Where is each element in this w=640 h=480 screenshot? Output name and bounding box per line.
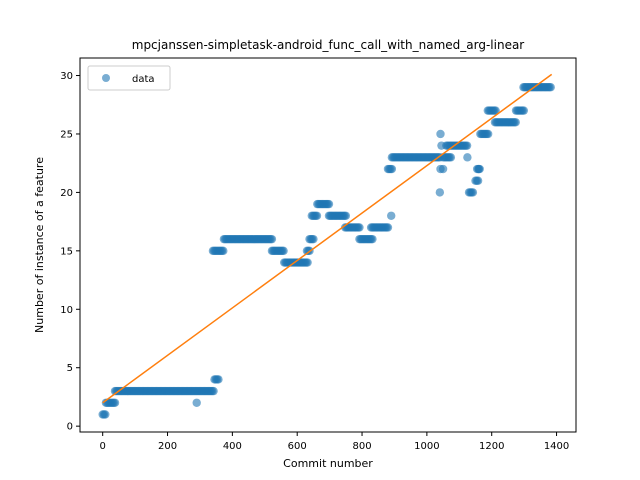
x-tick-label: 400	[223, 441, 242, 452]
legend-entry-data: data	[132, 74, 155, 85]
data-point	[469, 188, 477, 196]
data-point	[111, 399, 119, 407]
data-point	[342, 212, 350, 220]
data-point	[384, 223, 392, 231]
data-point	[387, 212, 395, 220]
legend-marker-data	[102, 74, 110, 82]
data-point	[436, 188, 444, 196]
legend: data	[88, 66, 170, 90]
y-tick-label: 25	[60, 129, 73, 140]
data-point	[219, 247, 227, 255]
x-tick-label: 200	[158, 441, 177, 452]
y-tick-label: 30	[60, 71, 73, 82]
data-point	[463, 153, 471, 161]
data-point	[309, 235, 317, 243]
data-point	[209, 387, 217, 395]
chart-title: mpcjanssen-simpletask-android_func_call_…	[132, 38, 525, 52]
data-point	[303, 258, 311, 266]
data-point	[279, 247, 287, 255]
data-point	[101, 410, 109, 418]
data-point	[475, 165, 483, 173]
data-point	[520, 106, 528, 114]
data-point	[484, 130, 492, 138]
y-tick-label: 10	[60, 305, 73, 316]
data-point	[447, 153, 455, 161]
y-tick-label: 0	[67, 422, 73, 433]
data-point	[474, 177, 482, 185]
x-tick-label: 1000	[414, 441, 439, 452]
data-point	[436, 130, 444, 138]
data-point	[193, 399, 201, 407]
x-tick-label: 800	[352, 441, 371, 452]
data-point	[388, 165, 396, 173]
data-point	[268, 235, 276, 243]
x-tick-label: 1400	[544, 441, 569, 452]
data-point	[437, 141, 445, 149]
y-axis-label: Number of instance of a feature	[33, 157, 46, 333]
y-tick-label: 20	[60, 188, 73, 199]
data-point	[355, 223, 363, 231]
data-point	[547, 83, 555, 91]
x-tick-label: 0	[100, 441, 106, 452]
data-point	[439, 165, 447, 173]
data-point	[313, 212, 321, 220]
data-point	[368, 235, 376, 243]
x-axis-label: Commit number	[283, 457, 373, 470]
y-tick-label: 15	[60, 246, 73, 257]
x-tick-label: 600	[288, 441, 307, 452]
x-tick-label: 1200	[479, 441, 504, 452]
y-tick-label: 5	[67, 363, 73, 374]
data-point	[512, 118, 520, 126]
data-point	[214, 375, 222, 383]
legend-box	[88, 66, 170, 90]
data-point	[463, 141, 471, 149]
data-point	[325, 200, 333, 208]
